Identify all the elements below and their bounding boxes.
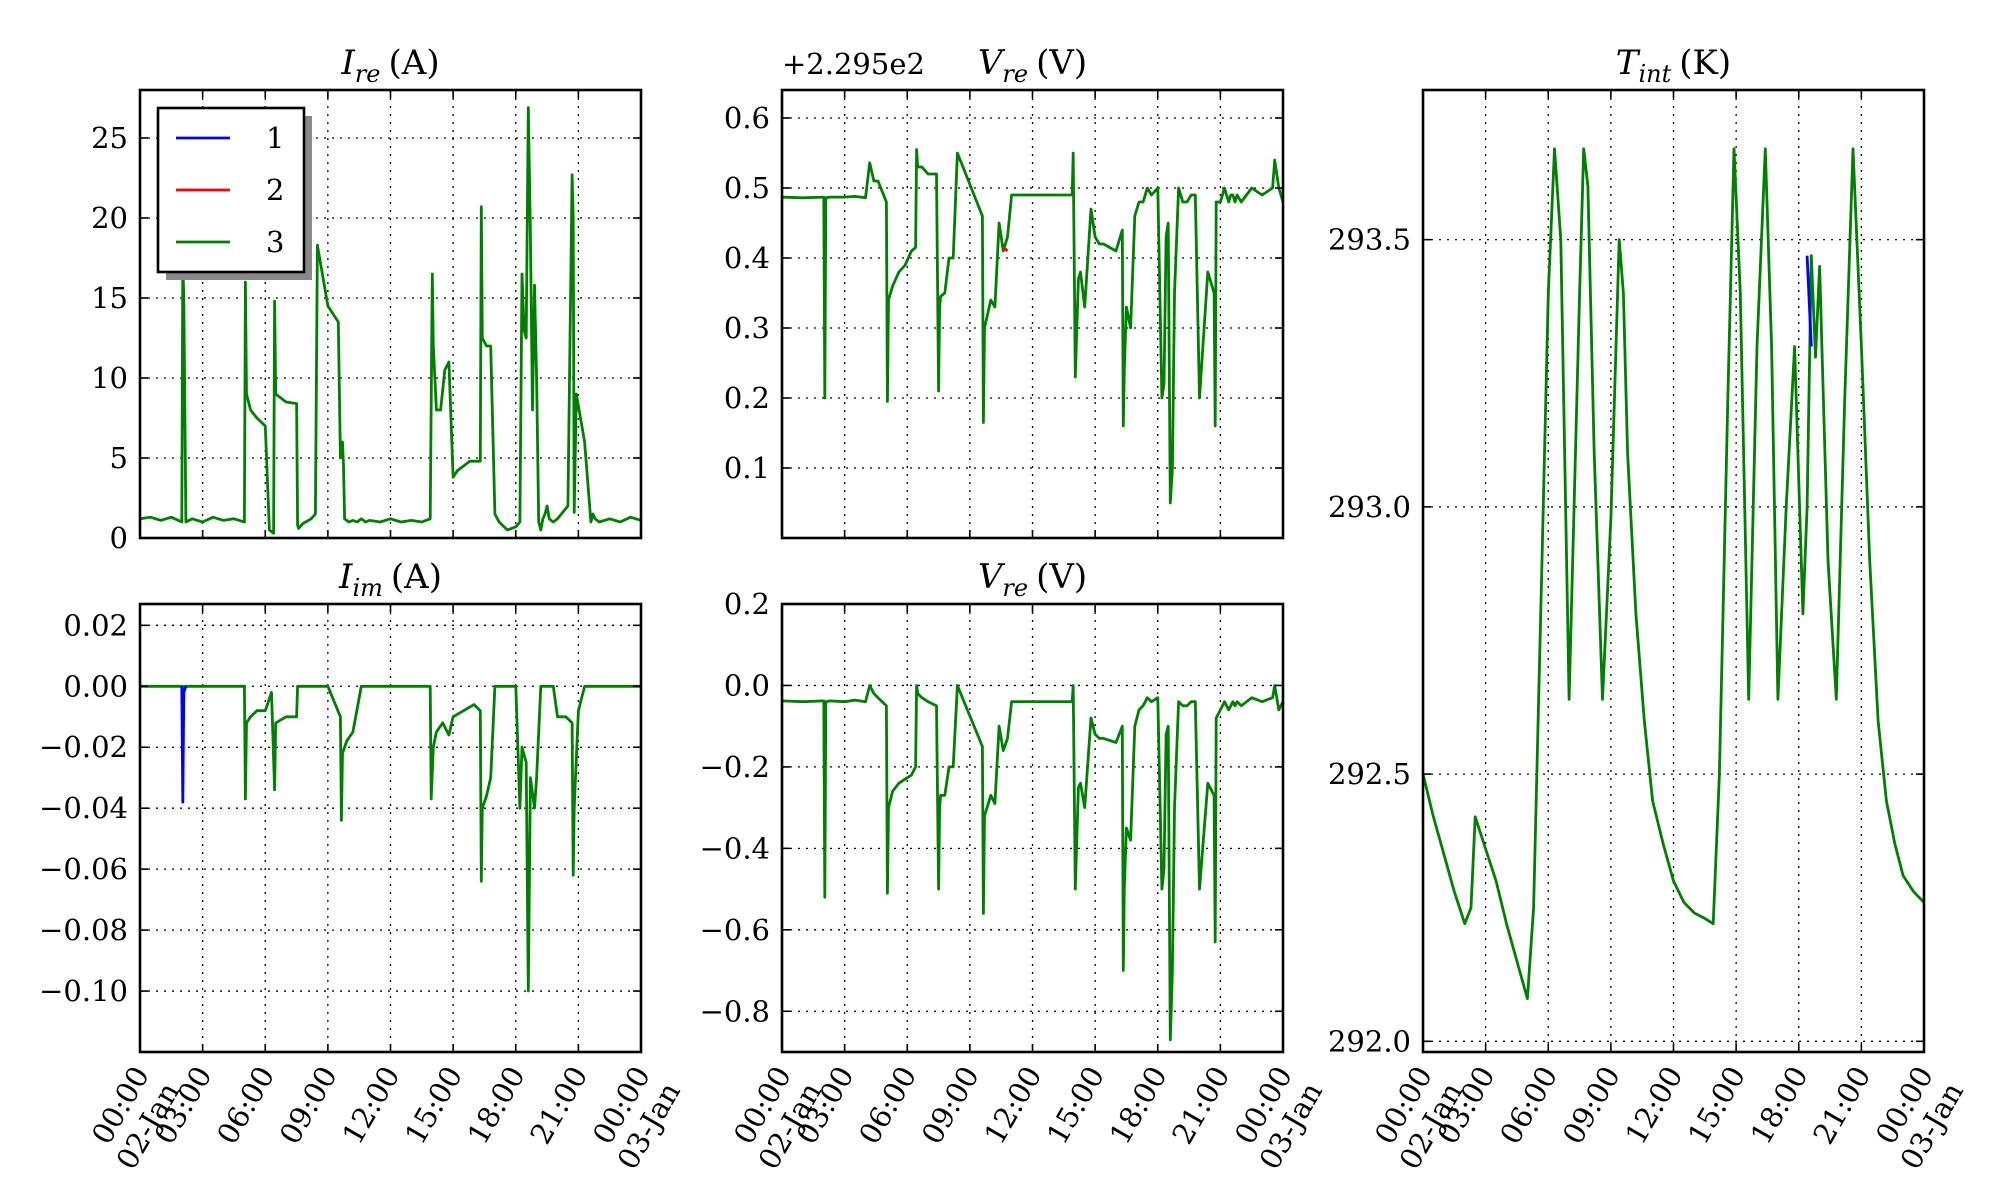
- title-main: V: [978, 43, 1006, 83]
- series-line-2: [1002, 246, 1009, 253]
- x-tick-label: 15:00: [1681, 1061, 1752, 1150]
- x-tick-label: 06:00: [1493, 1061, 1564, 1150]
- x-tick-label: 09:00: [273, 1061, 344, 1150]
- series-line-3: [782, 148, 1283, 505]
- series-line-3: [1423, 147, 1924, 1000]
- title-main: V: [978, 557, 1006, 597]
- series-line-3: [140, 684, 641, 993]
- title-subscript: re: [1002, 60, 1028, 88]
- y-tick-label: −0.08: [39, 913, 128, 947]
- title-unit: (A): [389, 43, 440, 83]
- title-unit: (K): [1679, 43, 1731, 83]
- y-tick-label: 0.6: [724, 101, 770, 135]
- title-unit: (A): [391, 557, 442, 597]
- axis-title: Vre (V): [978, 43, 1087, 88]
- y-tick-label: −0.8: [700, 994, 770, 1028]
- x-tick-label: 12:00: [977, 1061, 1048, 1150]
- series-line-1: [180, 685, 188, 804]
- y-tick-label: −0.02: [39, 730, 128, 764]
- series-line-3: [140, 106, 641, 535]
- axis-title: Ire (A): [340, 43, 439, 88]
- y-tick-label: 25: [91, 121, 128, 155]
- legend-label-1: 1: [266, 121, 284, 155]
- axis-offset-label: +2.295e2: [782, 47, 925, 81]
- y-tick-label: 20: [91, 201, 128, 235]
- y-tick-label: 10: [91, 361, 128, 395]
- title-subscript: im: [352, 574, 382, 602]
- y-tick-label: 293.0: [1328, 490, 1411, 524]
- title-main: T: [1616, 43, 1641, 83]
- x-tick-label: 09:00: [1556, 1061, 1627, 1150]
- series-line-3: [782, 684, 1283, 1042]
- axis-title: Iim (A): [338, 557, 442, 602]
- y-tick-label: 292.5: [1328, 757, 1411, 791]
- y-tick-label: 0: [110, 521, 128, 555]
- x-tick-label: 06:00: [210, 1061, 281, 1150]
- y-tick-label: −0.10: [39, 974, 128, 1008]
- x-tick-label: 09:00: [915, 1061, 986, 1150]
- title-unit: (V): [1036, 43, 1087, 83]
- y-tick-label: 0.2: [724, 381, 770, 415]
- y-tick-label: 0.0: [724, 668, 770, 702]
- x-tick-label: 06:00: [852, 1061, 923, 1150]
- x-tick-label: 21:00: [1165, 1061, 1236, 1150]
- panel-tint: 292.0292.5293.0293.500:0003:0006:0009:00…: [1328, 43, 1970, 1175]
- y-tick-label: −0.4: [700, 831, 770, 865]
- legend-label-2: 2: [266, 173, 284, 207]
- y-tick-label: 0.3: [724, 311, 770, 345]
- series-line-1: [1805, 255, 1813, 347]
- y-tick-label: 0.00: [63, 669, 128, 703]
- legend: 1 2 3: [156, 106, 312, 280]
- y-tick-label: 5: [110, 441, 128, 475]
- y-tick-label: 293.5: [1328, 223, 1411, 257]
- x-tick-label: 12:00: [1618, 1061, 1689, 1150]
- title-main: I: [340, 43, 355, 83]
- x-tick-label: 15:00: [398, 1061, 469, 1150]
- y-tick-label: −0.06: [39, 852, 128, 886]
- axis-title: Vre (V): [978, 557, 1087, 602]
- y-tick-label: −0.04: [39, 791, 128, 825]
- x-tick-label: 15:00: [1040, 1061, 1111, 1150]
- x-tick-label: 21:00: [523, 1061, 594, 1150]
- y-tick-label: −0.6: [700, 913, 770, 947]
- y-tick-label: 0.02: [63, 608, 128, 642]
- y-tick-label: −0.2: [700, 750, 770, 784]
- x-tick-label: 21:00: [1806, 1061, 1877, 1150]
- y-tick-label: 0.5: [724, 171, 770, 205]
- y-tick-label: 0.2: [724, 587, 770, 621]
- axis-title: Tint (K): [1616, 43, 1731, 88]
- y-tick-label: 15: [91, 281, 128, 315]
- title-subscript: re: [1002, 574, 1028, 602]
- y-tick-label: 292.0: [1328, 1024, 1411, 1058]
- x-tick-label: 18:00: [1103, 1061, 1174, 1150]
- x-tick-label: 18:00: [1744, 1061, 1815, 1150]
- legend-label-3: 3: [266, 225, 284, 259]
- panel-ire: 0 5 10 15 20 25 Ire (A) 1 2 3: [91, 43, 643, 555]
- panel-vre_bottom: −0.8−0.6−0.4−0.20.00.200:0003:0006:0009:…: [700, 557, 1329, 1175]
- title-main: I: [338, 557, 353, 597]
- y-tick-label: 0.1: [724, 451, 770, 485]
- y-tick-label: 0.4: [724, 241, 770, 275]
- panel-vre_top: 0.1 0.2 0.3 0.4 0.5 0.6 Vre (V) +2.295e2: [724, 43, 1285, 540]
- title-subscript: int: [1638, 60, 1671, 88]
- panel-iim: −0.10−0.08−0.06−0.04−0.020.000.0200:0003…: [39, 557, 687, 1175]
- title-subscript: re: [355, 60, 381, 88]
- x-tick-label: 18:00: [461, 1061, 532, 1150]
- title-unit: (V): [1036, 557, 1087, 597]
- x-tick-label: 12:00: [335, 1061, 406, 1150]
